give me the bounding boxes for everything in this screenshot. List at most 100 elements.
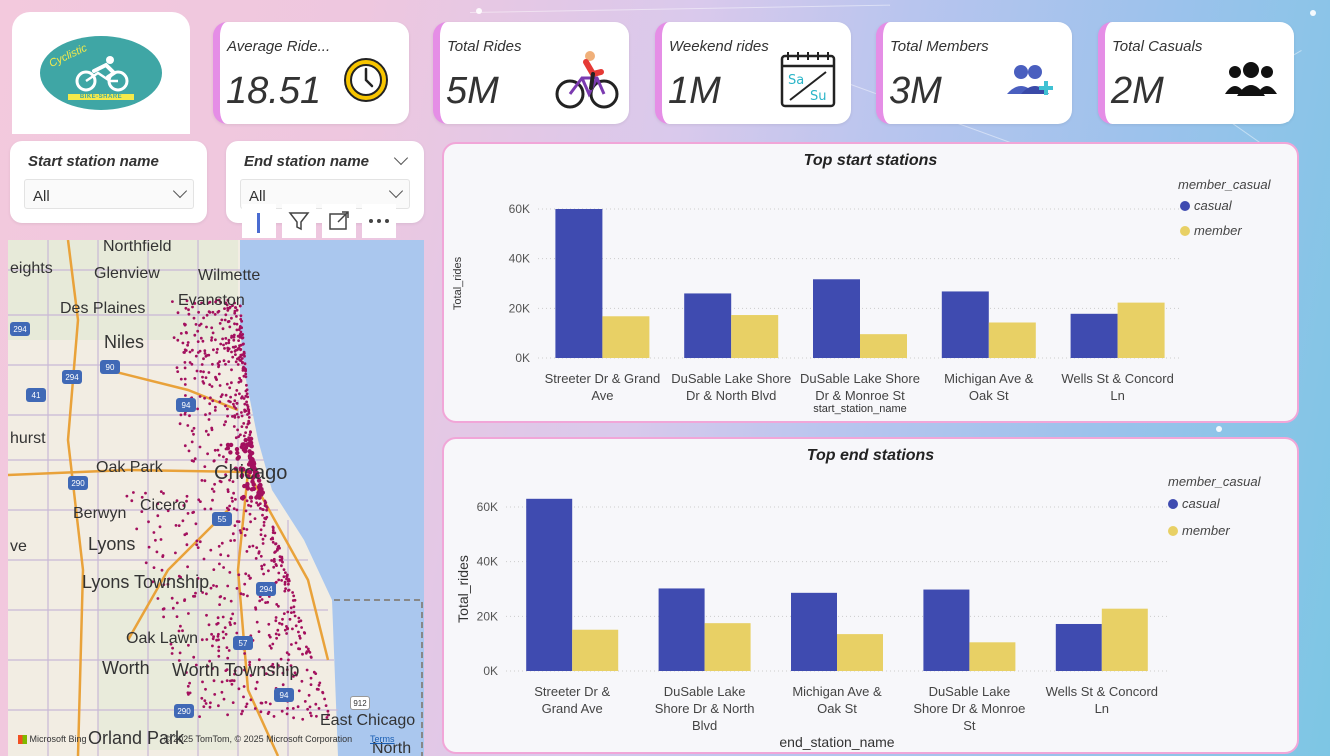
- station-dot: [196, 577, 200, 580]
- x-tick-label: DuSable Lake Shore: [800, 371, 920, 386]
- station-dot: [183, 377, 187, 381]
- station-dot: [294, 673, 298, 677]
- station-dot: [277, 571, 281, 575]
- station-dot: [199, 336, 203, 340]
- station-dot: [251, 473, 257, 479]
- station-dot: [238, 325, 242, 328]
- station-dot: [245, 499, 249, 503]
- station-dot: [135, 527, 139, 531]
- station-dot: [243, 534, 247, 537]
- start-station-slicer[interactable]: Start station name All: [10, 141, 207, 223]
- focus-mode-icon[interactable]: [322, 204, 356, 238]
- info-icon[interactable]: [242, 204, 276, 238]
- stations-map[interactable]: Northfield eights Glenview Wilmette Evan…: [8, 240, 424, 756]
- more-options-icon[interactable]: [362, 204, 396, 238]
- kpi-total-members[interactable]: Total Members 3M: [876, 22, 1072, 124]
- station-dot: [243, 437, 248, 443]
- top-end-stations-chart[interactable]: Top end stations 0K 20K 40K 60K Total_rides S…: [442, 437, 1299, 754]
- map-label: Wilmette: [198, 267, 261, 284]
- station-dot: [231, 480, 235, 483]
- station-dot: [327, 713, 331, 717]
- station-dot: [231, 345, 235, 349]
- legend-item-casual[interactable]: casual: [1180, 198, 1232, 213]
- station-dot: [162, 615, 166, 619]
- station-dot: [147, 545, 151, 549]
- station-dot: [244, 431, 248, 434]
- bar-casual: [923, 589, 970, 671]
- kpi-weekend-rides[interactable]: Weekend rides 1M Sa Su: [655, 22, 851, 124]
- station-dot: [262, 572, 265, 576]
- station-dot: [242, 374, 246, 378]
- logo-subtitle: BIKE-SHARE: [68, 94, 134, 100]
- calendar-weekend-icon: Sa Su: [775, 48, 841, 112]
- station-dot: [257, 483, 262, 488]
- map-label: Lyons Township: [82, 572, 210, 592]
- terms-link[interactable]: Terms: [370, 734, 395, 744]
- legend-item-member[interactable]: member: [1168, 523, 1230, 538]
- station-dot: [250, 500, 253, 503]
- station-dot: [166, 509, 170, 513]
- bar-member: [969, 642, 1016, 671]
- station-dot: [224, 342, 228, 345]
- legend-marker: [1168, 498, 1178, 509]
- station-dot: [205, 313, 209, 317]
- station-dot: [255, 620, 259, 624]
- kpi-average-ride[interactable]: Average Ride... 18.51: [213, 22, 409, 124]
- station-dot: [231, 415, 234, 418]
- station-dot: [217, 309, 221, 313]
- station-dot: [188, 414, 191, 418]
- kpi-total-casuals[interactable]: Total Casuals 2M: [1098, 22, 1294, 124]
- station-dot: [217, 298, 221, 302]
- station-dot: [140, 495, 144, 499]
- station-dot: [234, 407, 238, 410]
- station-dot: [169, 642, 173, 646]
- station-dot: [229, 623, 232, 627]
- station-dot: [303, 700, 307, 703]
- station-dot: [226, 309, 230, 312]
- station-dot: [267, 622, 271, 626]
- station-dot: [233, 539, 236, 542]
- station-dot: [249, 698, 253, 702]
- bike-rider-icon: [75, 56, 129, 92]
- station-dot: [254, 470, 259, 475]
- station-dot: [194, 591, 197, 595]
- station-dot: [268, 702, 272, 706]
- station-dot: [223, 597, 227, 600]
- station-dot: [227, 399, 231, 403]
- station-dot: [200, 638, 204, 642]
- station-dot: [274, 542, 278, 546]
- station-dot: [250, 479, 255, 484]
- start-station-dropdown[interactable]: All: [24, 179, 194, 209]
- station-dot: [179, 624, 182, 628]
- top-start-stations-chart[interactable]: Top start stations 0K 20K 40K 60K Total_ride…: [442, 142, 1299, 423]
- station-dot: [293, 671, 297, 675]
- station-dot: [221, 337, 225, 341]
- station-dot: [241, 369, 245, 372]
- legend-item-member[interactable]: member: [1180, 223, 1242, 238]
- station-dot: [261, 537, 265, 541]
- station-dot: [305, 668, 309, 672]
- kpi-total-rides[interactable]: Total Rides 5M: [433, 22, 629, 124]
- station-dot: [274, 616, 278, 619]
- station-dot: [272, 560, 276, 563]
- station-dot: [228, 571, 232, 574]
- station-dot: [209, 548, 213, 552]
- station-dot: [200, 301, 204, 305]
- filter-icon[interactable]: [282, 204, 316, 238]
- chevron-down-icon[interactable]: [393, 150, 409, 166]
- station-dot: [225, 446, 231, 451]
- station-dot: [192, 316, 196, 320]
- station-dot: [230, 496, 234, 500]
- station-dot: [247, 416, 251, 419]
- station-dot: [245, 425, 249, 429]
- legend-item-casual[interactable]: casual: [1168, 496, 1220, 511]
- station-dot: [237, 415, 240, 419]
- station-dot: [231, 355, 235, 359]
- station-dot: [296, 705, 300, 709]
- station-dot: [228, 325, 232, 329]
- station-dot: [212, 679, 216, 683]
- station-dot: [217, 372, 221, 376]
- station-dot: [171, 646, 175, 650]
- station-dot: [284, 587, 287, 590]
- station-dot: [211, 644, 214, 648]
